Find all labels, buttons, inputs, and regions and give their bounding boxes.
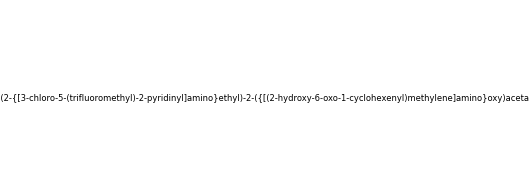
Text: N-(2-{[3-chloro-5-(trifluoromethyl)-2-pyridinyl]amino}ethyl)-2-({[(2-hydroxy-6-o: N-(2-{[3-chloro-5-(trifluoromethyl)-2-py… xyxy=(0,94,529,103)
